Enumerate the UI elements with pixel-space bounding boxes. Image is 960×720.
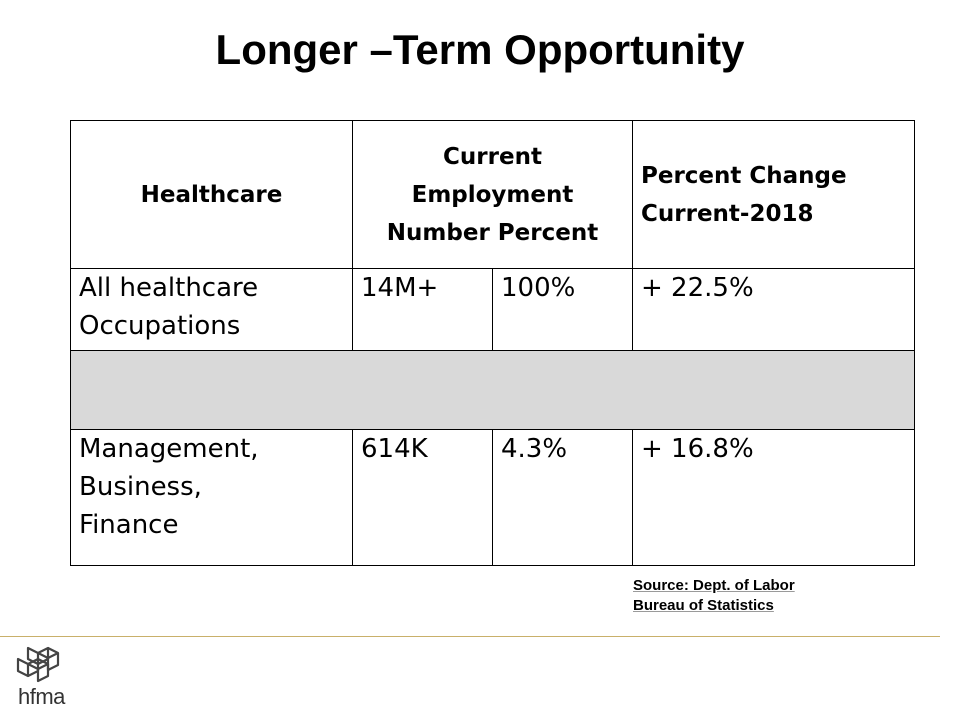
hfma-logo-icon [16,646,60,683]
table-spacer-row [70,350,915,430]
table-header-row: Healthcare Current Employment Number Per… [70,120,915,269]
row-label-line: Management, [79,434,259,464]
row-percent: 100% [492,268,633,351]
source-line: Bureau of Statistics [633,597,774,614]
table-row: All healthcare Occupations 14M+ 100% + 2… [70,268,915,351]
source-note: Source: Dept. of Labor Bureau of Statist… [633,576,795,616]
row-change: + 16.8% [632,429,915,566]
header-percent-change-line: Percent Change [641,162,847,189]
header-healthcare: Healthcare [70,120,353,269]
header-percent-change: Percent Change Current-2018 [632,120,915,269]
row-label-line: Business, [79,472,202,502]
row-label-line: Occupations [79,311,241,341]
table-spacer-cell [70,350,915,430]
source-line: Source: Dept. of Labor [633,577,795,594]
header-current-2018-line: Current-2018 [641,200,814,227]
row-label-line: Finance [79,510,179,540]
row-number: 14M+ [352,268,493,351]
header-number-percent-line: Number Percent [386,219,599,246]
hfma-logo-text: hfma [18,684,65,709]
row-number: 614K [352,429,493,566]
row-change: + 22.5% [632,268,915,351]
row-percent: 4.3% [492,429,633,566]
employment-table: Healthcare Current Employment Number Per… [70,120,915,566]
header-healthcare-label: Healthcare [140,181,283,208]
header-current-employment: Current Employment Number Percent [352,120,633,269]
header-employment-line: Employment [411,181,574,208]
footer-divider [0,636,940,637]
table-row: Management, Business, Finance 614K 4.3% … [70,429,915,566]
row-label: Management, Business, Finance [70,429,353,566]
slide-title: Longer –Term Opportunity [215,26,745,73]
row-label-line: All healthcare [79,273,259,303]
header-current-line: Current [443,143,542,170]
row-label: All healthcare Occupations [70,268,353,351]
